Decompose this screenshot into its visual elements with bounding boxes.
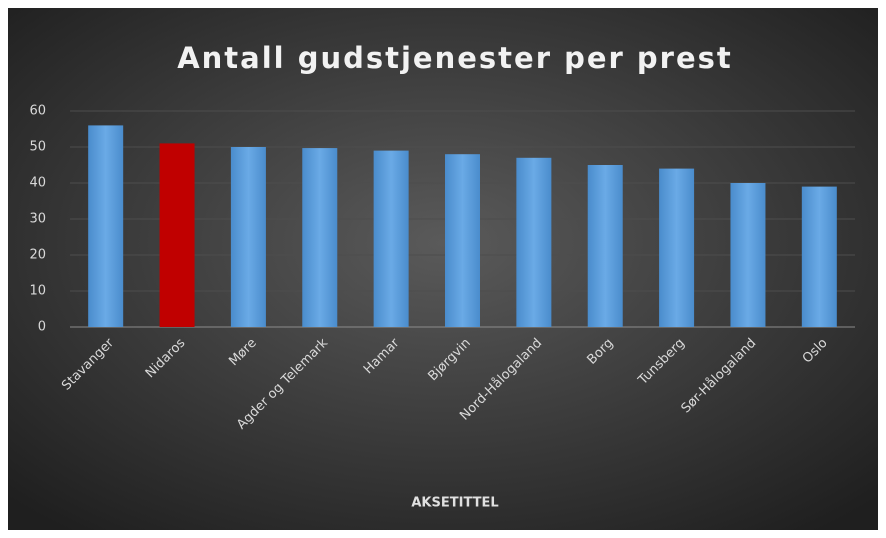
- x-axis-title: AKSETITTEL: [411, 496, 498, 511]
- bar: [730, 183, 766, 327]
- chart-title: Antall gudstjenester per prest: [177, 41, 733, 75]
- y-tick-label: 50: [29, 140, 46, 155]
- bar: [302, 148, 338, 327]
- bar: [159, 143, 195, 327]
- bar: [373, 150, 409, 327]
- bar: [445, 154, 480, 327]
- bar: [516, 157, 552, 327]
- y-tick-label: 30: [29, 212, 46, 227]
- y-tick-label: 40: [29, 176, 46, 191]
- bar: [88, 125, 124, 328]
- y-tick-label: 20: [29, 248, 46, 263]
- y-tick-label: 0: [38, 320, 46, 335]
- bar: [659, 168, 695, 327]
- bar: [801, 186, 837, 327]
- y-tick-label: 60: [29, 104, 46, 119]
- y-tick-label: 10: [29, 284, 46, 299]
- bar: [587, 165, 623, 327]
- bar: [230, 147, 266, 327]
